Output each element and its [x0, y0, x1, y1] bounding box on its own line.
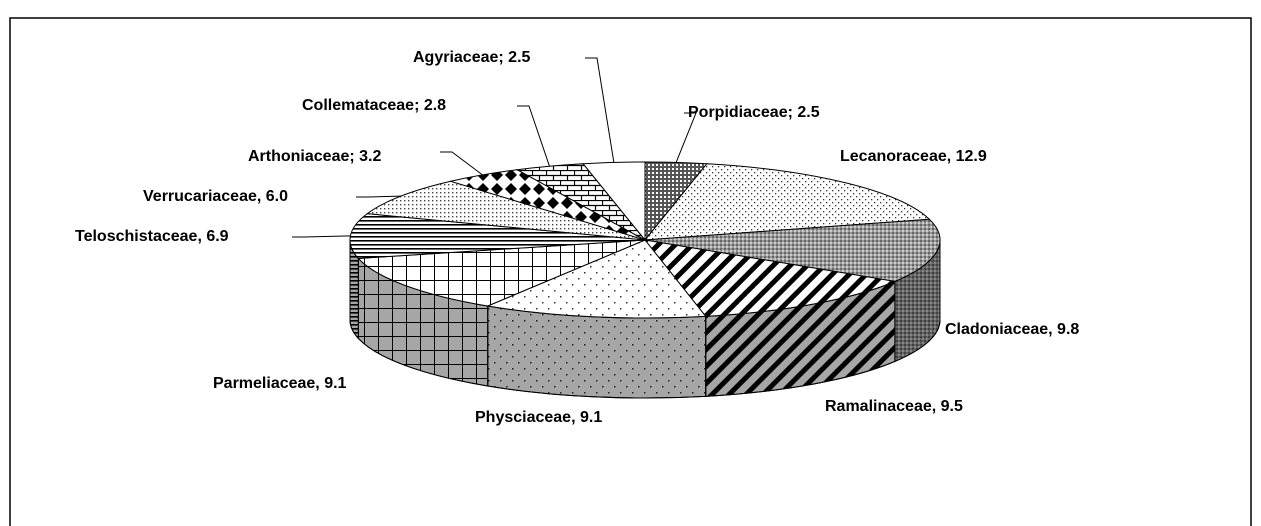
data-label: Porpidiaceae; 2.5	[688, 104, 820, 121]
slice-side-shade	[487, 305, 707, 399]
data-label: Parmeliaceae, 9.1	[213, 375, 347, 392]
slice-top	[644, 218, 941, 282]
data-label: Verrucariaceae, 6.0	[143, 188, 288, 205]
data-label: Teloschistaceae, 6.9	[75, 228, 229, 245]
leader-line	[517, 105, 550, 167]
data-label: Collemataceae; 2.8	[302, 97, 446, 114]
data-label: Physciaceae, 9.1	[475, 409, 602, 426]
data-label: Ramalinaceae, 9.5	[825, 398, 963, 415]
slice-top	[643, 239, 897, 317]
leader-line	[675, 112, 697, 163]
leader-line	[585, 57, 615, 163]
slice-top	[582, 161, 646, 242]
data-label: Agyriaceae; 2.5	[413, 49, 531, 66]
leader-line	[440, 151, 483, 176]
leader-line	[356, 195, 402, 198]
slice-top	[643, 163, 931, 241]
slice-top	[365, 180, 646, 241]
data-label: Arthoniaceae; 3.2	[248, 148, 381, 165]
chart-frame	[9, 17, 1252, 526]
slice-top	[357, 239, 646, 307]
slice-top	[485, 239, 707, 319]
slice-top	[349, 213, 646, 259]
leader-line	[292, 235, 351, 238]
data-label: Cladoniaceae, 9.8	[945, 321, 1079, 338]
data-label: Lecanoraceae, 12.9	[840, 148, 987, 165]
